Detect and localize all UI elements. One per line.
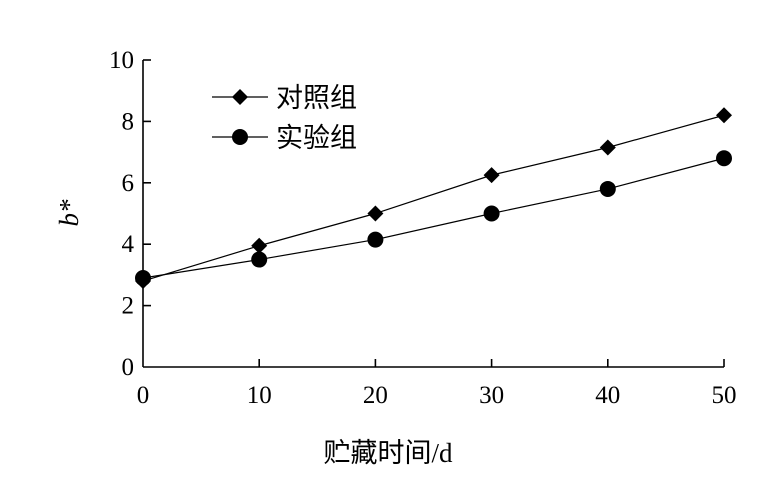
- data-point-series-1: [367, 205, 384, 222]
- legend-marker-1: [232, 89, 248, 105]
- data-point-series-1: [483, 167, 500, 184]
- x-tick-label: 50: [712, 382, 737, 409]
- y-tick-label: 10: [109, 47, 134, 74]
- x-tick-label: 20: [363, 382, 388, 409]
- axes: [142, 60, 724, 368]
- data-point-series-2: [716, 150, 732, 167]
- x-tick-label: 40: [595, 382, 620, 409]
- data-point-series-2: [367, 231, 384, 248]
- data-point-series-2: [599, 180, 616, 197]
- y-tick-label: 8: [122, 108, 135, 135]
- y-tick-label: 6: [122, 170, 135, 197]
- x-tick-label: 10: [247, 382, 272, 409]
- x-tick-label: 30: [479, 382, 504, 409]
- data-point-series-2: [135, 269, 151, 286]
- data-point-series-1: [599, 139, 616, 156]
- data-point-series-1: [716, 107, 732, 124]
- x-ticks: 0 10 20 30 40 50: [137, 359, 737, 409]
- y-ticks: 0 2 4 6 8 10: [109, 47, 151, 381]
- legend-label-2: 实验组: [276, 123, 357, 153]
- series-layer: [135, 107, 732, 290]
- series-line-1: [142, 114, 725, 282]
- series-line-2: [142, 157, 725, 279]
- data-point-series-2: [483, 205, 500, 222]
- y-tick-label: 2: [122, 293, 135, 320]
- data-point-series-1: [251, 237, 268, 254]
- x-tick-label: 0: [137, 382, 150, 409]
- x-axis-title: 贮藏时间/d: [323, 438, 453, 468]
- legend-marker-2: [232, 129, 248, 145]
- y-tick-label: 4: [122, 231, 135, 258]
- y-axis-title: b*: [54, 199, 84, 227]
- y-tick-label: 0: [122, 354, 135, 381]
- legend-label-1: 对照组: [276, 83, 357, 113]
- data-point-series-2: [251, 251, 268, 268]
